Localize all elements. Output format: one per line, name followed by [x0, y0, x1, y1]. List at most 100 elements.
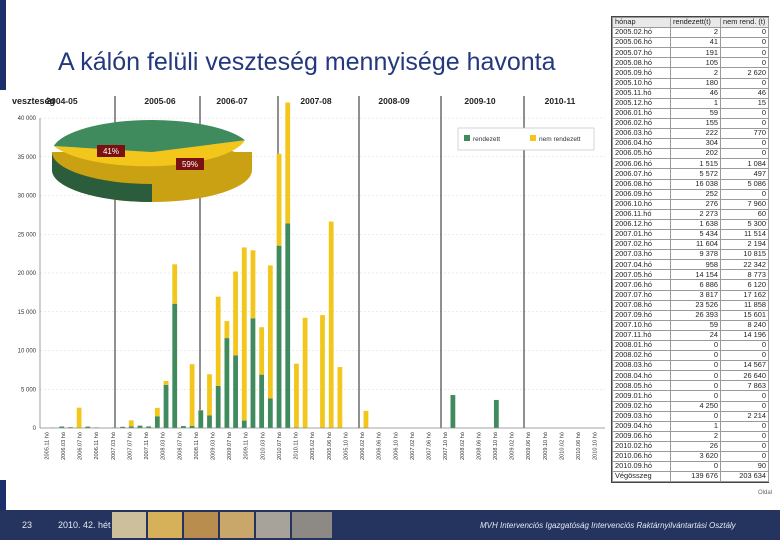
table-cell: 2006.10.hó: [612, 198, 671, 210]
chart-legend: rendezett nem rendezett: [457, 127, 595, 151]
week-label: 2010. 42. hét: [58, 520, 111, 530]
footer-photo-wheat: [220, 512, 254, 538]
x-tick-label: 2006.06 hó: [377, 432, 383, 460]
footer-photo-storage: [292, 512, 332, 538]
table-cell: 0: [720, 188, 769, 200]
table-cell: 0: [720, 440, 769, 453]
table-cell: 23 526: [670, 299, 721, 311]
bar-nem-rendezett: [302, 317, 308, 428]
table-cell: 2006.11.hó: [612, 208, 671, 220]
table-cell: 22 342: [720, 259, 769, 271]
table-cell: 2 194: [720, 239, 769, 251]
x-tick-label: 2010.03 hó: [260, 432, 266, 460]
y-tick-label: 0: [33, 426, 37, 432]
table-row: 2007.02.hó 11 604 2 194: [612, 239, 769, 251]
table-row: 2006.07.hó 5 572 497: [612, 168, 769, 180]
table-cell: 0: [720, 117, 769, 130]
x-tick-label: 2007.02 hó: [410, 432, 416, 460]
table-cell: 191: [670, 47, 721, 59]
table-cell: 7 960: [720, 198, 769, 210]
bar-rendezett: [154, 416, 160, 428]
pie-chart: 41% 59%: [52, 120, 252, 202]
table-cell: 8 240: [720, 319, 769, 331]
pie-side-green: [52, 152, 152, 202]
bar-nem-rendezett: [207, 374, 212, 416]
bar-nem-rendezett: [363, 410, 369, 428]
loss-chart: veszteség 2004-05 2005-06 2006-07 2007-08 20…: [0, 90, 610, 480]
table-row: 2009.01.hó 0 0: [612, 390, 769, 402]
x-tick-label: 2008.06 hó: [476, 432, 482, 460]
table-row: Végösszeg 139 676 203 634: [612, 471, 769, 483]
bar-nem-rendezett: [215, 296, 221, 386]
table-cell: 2008.01.hó: [612, 339, 671, 352]
pie-label-box-nem-rendezett: [176, 158, 204, 170]
table-cell: 60: [720, 208, 769, 220]
table-cell: 2010.02.hó: [612, 440, 671, 453]
table-cell: 2: [670, 430, 721, 442]
table-cell: 2006.02.hó: [612, 117, 671, 130]
page-number: 23: [22, 520, 33, 530]
table-cell: 2006.04.hó: [612, 138, 671, 150]
y-tick-label: 30 000: [18, 194, 37, 200]
legend-label: nem rendezett: [539, 136, 581, 143]
table-cell: 2005.02.hó: [612, 27, 671, 39]
table-cell: 0: [670, 380, 721, 392]
table-header-cell: rendezett(t): [670, 16, 721, 29]
x-tick-label: 2009.03 hó: [210, 432, 216, 460]
table-header-cell: hónap: [612, 16, 671, 29]
table-cell: 0: [670, 360, 721, 372]
table-cell: 2010.06.hó: [612, 451, 671, 463]
table-cell: 5 434: [670, 228, 721, 241]
table-row: 2006.11.hó 2 273 60: [612, 208, 769, 220]
y-tick-label: 40 000: [18, 116, 37, 122]
table-row: 2006.05.hó 202 0: [612, 148, 769, 160]
table-cell: 2005.10.hó: [612, 77, 671, 89]
bar-rendezett: [224, 338, 230, 428]
pie-slice-rendezett: [53, 120, 245, 152]
table-cell: 24: [670, 329, 721, 342]
bar-rendezett: [146, 426, 152, 428]
x-tick-label: 2007.10 hó: [443, 432, 449, 460]
table-cell: 7 863: [720, 380, 769, 392]
bar-series: [41, 102, 499, 428]
table-row: 2005.07.hó 191 0: [612, 47, 769, 59]
table-cell: 9 378: [670, 249, 721, 261]
x-tick-label: 2008.03 hó: [161, 432, 167, 460]
pie-label-rendezett: 41%: [103, 147, 119, 156]
table-cell: 46: [720, 87, 769, 99]
table-cell: 180: [670, 77, 721, 89]
y-tick-label: 20 000: [18, 271, 37, 277]
x-tick-label: 2007.06 hó: [427, 432, 433, 460]
table-row: 2007.05.hó 14 154 8 773: [612, 269, 769, 281]
x-tick-label: 2007.03 hó: [111, 432, 117, 460]
table-cell: Végösszeg: [612, 471, 671, 483]
table-row: 2008.04.hó 0 26 640: [612, 370, 769, 382]
period-label: 2009-10: [464, 96, 495, 106]
period-label: 2004-05: [46, 96, 77, 106]
x-tick-label: 2008.07 hó: [177, 432, 183, 460]
bar-rendezett: [85, 426, 91, 428]
table-row: 2006.12.hó 1 638 5 300: [612, 218, 769, 230]
table-cell: 2009.06.hó: [612, 430, 671, 442]
table-cell: 2005.07.hó: [612, 47, 671, 59]
table-cell: 0: [720, 339, 769, 352]
table-cell: 6 120: [720, 279, 769, 291]
table-cell: 41: [670, 37, 721, 49]
bar-rendezett: [207, 415, 212, 428]
bar-nem-rendezett: [267, 265, 273, 399]
table-row: 2009.03.hó 0 2 214: [612, 410, 769, 422]
x-tick-label: 2010.11 hó: [294, 432, 300, 460]
department-label: MVH Intervenciós Igazgatóság Intervenció…: [480, 521, 736, 530]
table-cell: 46: [670, 87, 721, 99]
bar-nem-rendezett: [163, 380, 169, 385]
x-tick-label: 2005.06 hó: [327, 432, 333, 460]
y-axis-title: veszteség: [12, 96, 55, 106]
bar-nem-rendezett: [250, 250, 256, 319]
table-cell: 2008.04.hó: [612, 370, 671, 382]
table-cell: 2006.05.hó: [612, 148, 671, 160]
period-label: 2008-09: [378, 96, 409, 106]
pie-label-nem-rendezett: 59%: [182, 160, 198, 169]
footer-photo-grain: [184, 512, 218, 538]
table-cell: 1: [670, 420, 721, 432]
table-cell: 2007.08.hó: [612, 299, 671, 311]
